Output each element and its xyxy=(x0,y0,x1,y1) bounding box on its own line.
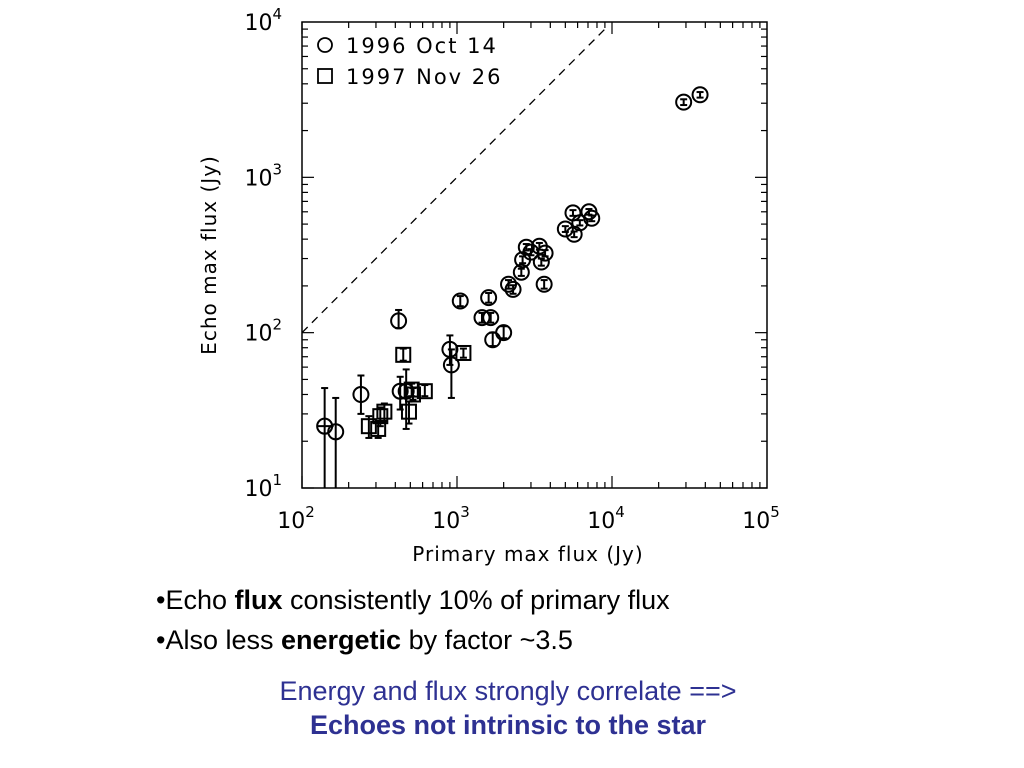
square-point xyxy=(416,383,433,400)
y-tick-label: 104 xyxy=(244,5,282,36)
plot-frame xyxy=(301,21,768,489)
bullet-marker: • xyxy=(156,625,166,655)
circle-point xyxy=(495,324,513,342)
circle-marker xyxy=(327,423,345,441)
bullet-energetic: •Also less energetic by factor ~3.5 xyxy=(156,625,573,656)
circle-marker xyxy=(556,220,574,238)
bullet-marker: • xyxy=(156,585,166,615)
x-tick-label: 102 xyxy=(277,503,315,534)
circle-marker xyxy=(352,385,370,403)
square-marker xyxy=(395,346,412,363)
circle-marker xyxy=(480,289,498,307)
x-tick-label: 103 xyxy=(432,503,470,534)
bullet-text-bold: flux xyxy=(234,585,283,615)
square-marker xyxy=(370,420,387,437)
circle-marker xyxy=(536,244,554,262)
square-marker xyxy=(360,418,377,435)
x-tick-label: 104 xyxy=(587,503,625,534)
circle-point xyxy=(390,308,408,330)
square-marker xyxy=(404,386,421,403)
y-tick-label: 103 xyxy=(244,160,282,191)
circle-point xyxy=(327,396,345,488)
conclusion-line-2: Echoes not intrinsic to the star xyxy=(309,710,707,740)
circle-point xyxy=(504,280,522,298)
x-axis-label: Primary max flux (Jy) xyxy=(412,542,643,566)
square-point xyxy=(395,346,412,363)
circle-point xyxy=(442,348,460,399)
legend-entry: 1996 Oct 14 xyxy=(317,34,498,58)
circle-marker xyxy=(691,86,709,104)
axis-ticks-layer xyxy=(301,22,767,489)
y-axis-label: Echo max flux (Jy) xyxy=(197,155,221,355)
circle-marker xyxy=(473,309,491,327)
square-point xyxy=(400,400,417,425)
circle-marker xyxy=(535,275,553,293)
circle-point xyxy=(583,209,601,227)
circle-point xyxy=(391,375,409,411)
circle-marker xyxy=(391,382,409,400)
circle-point xyxy=(675,93,693,111)
square-point xyxy=(372,406,389,428)
square-point xyxy=(455,344,472,361)
circle-marker xyxy=(583,209,601,227)
bullet-text-bold: energetic xyxy=(281,625,402,655)
circle-point xyxy=(473,309,491,327)
square-marker xyxy=(416,383,433,400)
circle-marker xyxy=(482,309,500,327)
bullet-echo-flux: •Echo flux consistently 10% of primary f… xyxy=(156,585,670,616)
square-point xyxy=(360,415,377,439)
circle-point xyxy=(512,263,530,281)
circle-marker xyxy=(390,312,408,330)
legend-square-marker xyxy=(317,68,333,84)
legend: 1996 Oct 14 1997 Nov 26 xyxy=(317,34,503,89)
circle-marker xyxy=(504,280,522,298)
square-marker xyxy=(400,403,417,420)
bullet-text-post: by factor ~3.5 xyxy=(401,625,573,655)
reference-line xyxy=(301,25,609,334)
circle-point xyxy=(451,292,469,310)
bullet-text-post: consistently 10% of primary flux xyxy=(282,585,670,615)
circle-point xyxy=(556,220,574,238)
square-marker xyxy=(455,344,472,361)
legend-label: 1996 Oct 14 xyxy=(346,34,498,58)
conclusion-line-1: Energy and flux strongly correlate ==> xyxy=(279,676,737,706)
circle-point xyxy=(482,309,500,327)
circle-marker xyxy=(517,238,535,256)
square-marker xyxy=(372,408,389,425)
circle-point xyxy=(484,331,502,349)
square-marker xyxy=(376,403,393,420)
bullet-text-pre: Also less xyxy=(165,625,281,655)
circle-point xyxy=(571,214,589,232)
circle-point xyxy=(535,275,553,293)
circle-point xyxy=(536,244,554,262)
circle-marker xyxy=(495,324,513,342)
square-point xyxy=(376,402,393,422)
x-tick-label: 105 xyxy=(742,503,780,534)
square-point xyxy=(404,386,421,403)
reference-line-layer xyxy=(301,25,609,334)
y-tick-label: 102 xyxy=(244,316,282,347)
circle-marker xyxy=(512,263,530,281)
circle-point xyxy=(352,374,370,415)
legend-entry: 1997 Nov 26 xyxy=(317,65,503,89)
circle-point xyxy=(480,289,498,307)
circle-marker xyxy=(532,253,550,271)
y-tick-label: 101 xyxy=(244,471,282,502)
legend-label: 1997 Nov 26 xyxy=(346,65,503,89)
circle-marker xyxy=(442,356,460,374)
circle-marker xyxy=(675,93,693,111)
circle-point xyxy=(691,86,709,104)
bullet-text-pre: Echo xyxy=(165,585,235,615)
data-points-layer xyxy=(316,86,709,488)
circle-marker xyxy=(451,292,469,310)
circle-marker xyxy=(571,214,589,232)
legend-circle-marker xyxy=(317,37,333,53)
